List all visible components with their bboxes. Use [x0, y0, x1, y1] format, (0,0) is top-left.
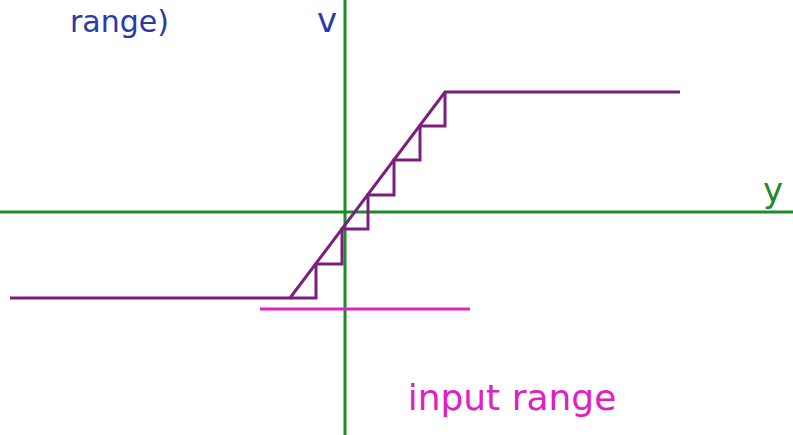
- html-text:range): range): [70, 4, 169, 39]
- svg-text:v: v: [317, 0, 337, 40]
- svg-text:y: y: [763, 170, 783, 210]
- svg-text:input range: input range: [408, 377, 617, 418]
